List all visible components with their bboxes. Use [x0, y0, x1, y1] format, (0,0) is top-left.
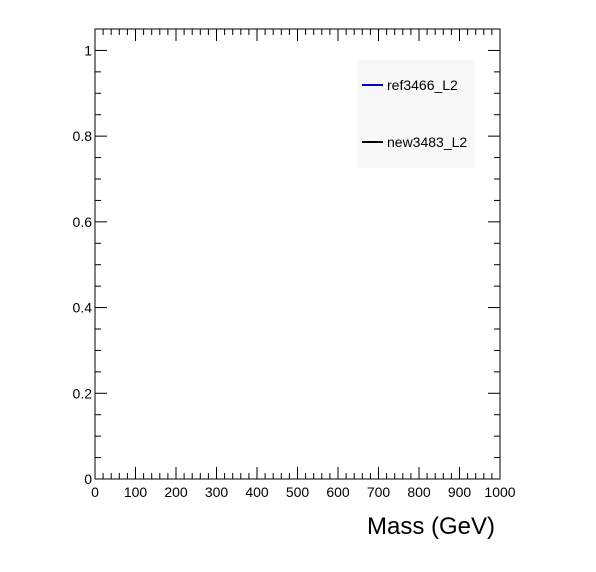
legend-label-ref3466-L2: ref3466_L2: [387, 77, 458, 93]
legend: ref3466_L2 new3483_L2: [362, 77, 467, 150]
y-axis-minor-ticks: [95, 71, 500, 459]
x-tick-label: 600: [326, 484, 350, 500]
y-tick-label: 0.6: [73, 214, 93, 230]
x-axis-title: Mass (GeV): [367, 513, 495, 540]
x-tick-label: 300: [205, 484, 229, 500]
x-axis-minor-ticks: [102, 29, 493, 479]
y-axis-ticks: 0 0.2 0.4 0.6 0.8 1: [73, 42, 500, 487]
x-tick-label: 800: [407, 484, 431, 500]
legend-box: [358, 60, 474, 168]
legend-label-new3483-L2: new3483_L2: [387, 134, 467, 150]
x-tick-label: 400: [245, 484, 269, 500]
x-tick-label: 200: [164, 484, 188, 500]
x-tick-label: 900: [448, 484, 472, 500]
x-tick-label: 700: [367, 484, 391, 500]
x-tick-label: 500: [286, 484, 310, 500]
y-tick-label: 0.2: [73, 385, 93, 401]
y-tick-label: 0: [84, 471, 92, 487]
x-tick-label: 100: [124, 484, 148, 500]
x-axis-ticks: 0 100 200 300 400 500 600 700 800 900 1000: [91, 29, 516, 500]
x-tick-label: 0: [91, 484, 99, 500]
y-tick-label: 0.8: [73, 128, 93, 144]
y-tick-label: 0.4: [73, 300, 93, 316]
x-tick-label: 1000: [484, 484, 515, 500]
y-tick-label: 1: [84, 42, 92, 58]
